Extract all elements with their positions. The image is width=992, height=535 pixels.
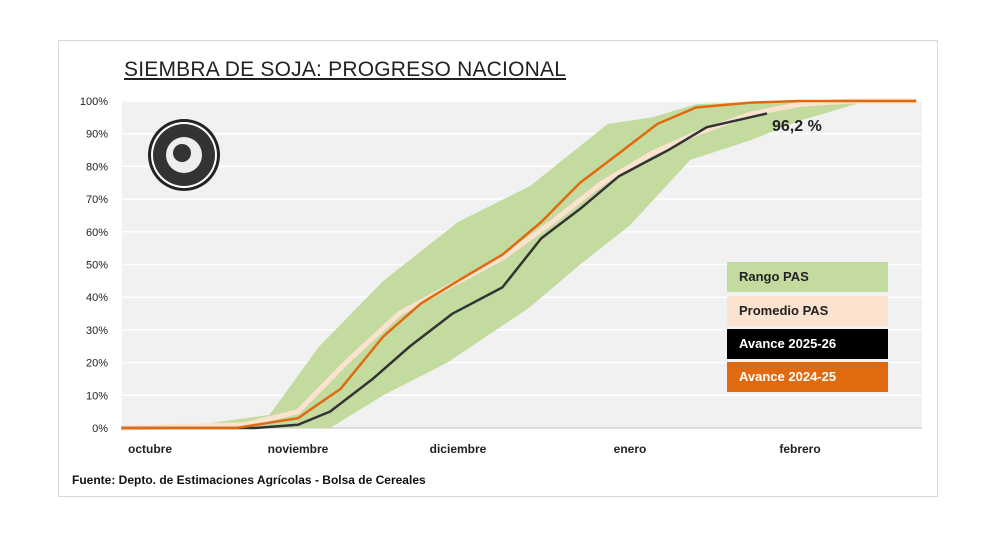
series-2024-25-line: [121, 99, 917, 430]
legend-range: Rango PAS: [727, 262, 888, 292]
y-tick-label: 70%: [86, 194, 108, 206]
chart-source: Fuente: Depto. de Estimaciones Agrícolas…: [72, 473, 426, 487]
legend-previous: Avance 2024-25: [727, 362, 888, 392]
x-tick-label: diciembre: [430, 442, 487, 456]
x-tick-label: enero: [614, 442, 647, 456]
y-tick-label: 80%: [86, 161, 108, 173]
y-tick-label: 10%: [86, 390, 108, 402]
y-tick-label: 50%: [86, 260, 108, 272]
y-tick-label: 60%: [86, 227, 108, 239]
y-tick-label: 100%: [80, 96, 108, 108]
y-tick-label: 20%: [86, 358, 108, 370]
x-tick-label: octubre: [128, 442, 172, 456]
y-tick-label: 40%: [86, 292, 108, 304]
series-2025-26-line: [121, 112, 768, 430]
y-tick-label: 30%: [86, 325, 108, 337]
bolsa-de-cereales-logo: [148, 119, 220, 191]
legend-average: Promedio PAS: [727, 296, 888, 326]
y-tick-label: 90%: [86, 129, 108, 141]
legend-current: Avance 2025-26: [727, 329, 888, 359]
series-average-line: [121, 98, 917, 431]
x-tick-label: noviembre: [268, 442, 329, 456]
annotation-current-value: 96,2 %: [772, 118, 822, 135]
range-band: [121, 101, 917, 428]
chart-title: SIEMBRA DE SOJA: PROGRESO NACIONAL: [124, 58, 567, 81]
x-tick-label: febrero: [779, 442, 820, 456]
y-tick-label: 0%: [92, 423, 108, 435]
